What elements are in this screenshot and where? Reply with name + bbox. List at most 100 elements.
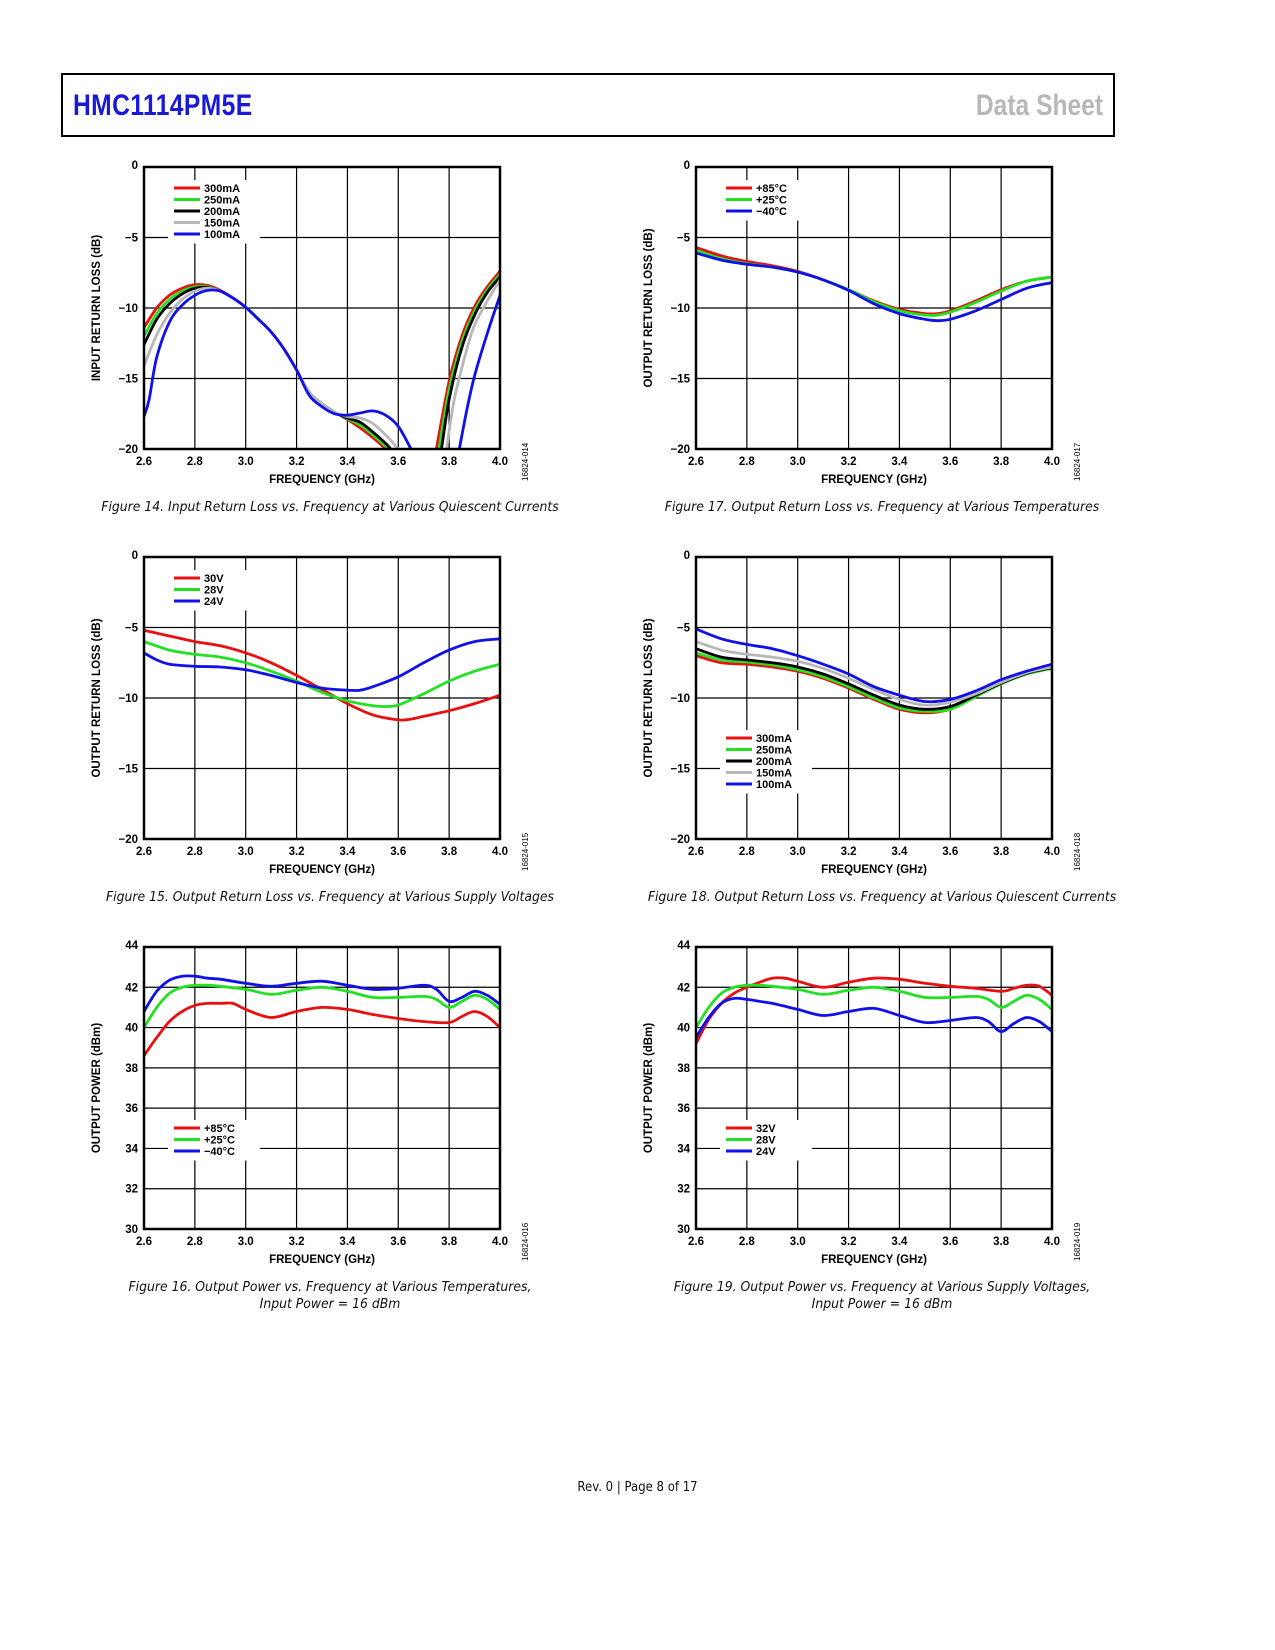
legend-label: 150mA [204, 218, 240, 230]
x-axis-label: FREQUENCY (GHz) [269, 1254, 375, 1266]
y-tick-label: −10 [118, 303, 138, 315]
y-axis-label: OUTPUT RETURN LOSS (dB) [643, 618, 655, 777]
y-tick-label: 30 [677, 1224, 690, 1236]
x-tick-label: 4.0 [492, 846, 508, 858]
series-line-150mA [696, 640, 1052, 707]
y-tick-label: 32 [125, 1184, 138, 1196]
series-line-100mA [696, 627, 1052, 704]
x-tick-label: 3.6 [942, 1236, 958, 1248]
series-line-40C [144, 974, 500, 1013]
figure-caption: Figure 16. Output Power vs. Frequency at… [128, 1279, 532, 1295]
legend-label: 250mA [756, 745, 792, 757]
x-tick-label: 2.6 [136, 846, 152, 858]
series-line-250mA [144, 284, 391, 449]
page-header: HMC1114PM5E Data Sheet [61, 73, 1115, 137]
figure-code: 16824-018 [1073, 832, 1082, 871]
x-tick-label: 2.6 [136, 1236, 152, 1248]
figure-17: +85°C +25°C −40°C 2.6 2.8 3.0 3.2 3.4 3.6 3.8 4.0 0… [612, 155, 1152, 525]
legend-label: 300mA [756, 733, 792, 745]
x-tick-label: 2.8 [739, 1236, 756, 1248]
legend-label: 300mA [204, 183, 240, 195]
series-line-300mA [435, 269, 500, 449]
legend-label: 200mA [756, 756, 792, 768]
x-tick-label: 2.8 [739, 456, 756, 468]
y-tick-label: 34 [125, 1143, 138, 1155]
x-tick-label: 3.0 [238, 456, 254, 468]
figure-caption: Input Power = 16 dBm [811, 1296, 953, 1312]
x-tick-label: 2.6 [688, 456, 704, 468]
page-footer: Rev. 0 | Page 8 of 17 [577, 1480, 698, 1495]
plot-frame [142, 555, 502, 841]
plot-frame [694, 165, 1054, 451]
figure-14: 300mA 250mA 200mA 150mA 100mA 2.6 2.8 3.0 3.2 3.4… [60, 155, 600, 525]
figure-code: 16824-019 [1073, 1222, 1082, 1261]
document-type: Data Sheet [975, 89, 1103, 122]
figure-code: 16824-017 [1073, 442, 1082, 481]
x-tick-label: 2.8 [187, 846, 204, 858]
legend-label: 100mA [756, 779, 792, 791]
legend-label: −40°C [756, 206, 787, 218]
y-tick-label: −15 [118, 764, 138, 776]
x-tick-label: 3.8 [441, 1236, 458, 1248]
figure-caption: Figure 15. Output Return Loss vs. Freque… [106, 889, 554, 905]
legend-label: 250mA [204, 195, 240, 207]
y-tick-label: −20 [670, 444, 690, 456]
y-axis-label: INPUT RETURN LOSS (dB) [91, 235, 103, 381]
series-line-150mA [445, 278, 500, 449]
figure-15: 30V 28V 24V 2.6 2.8 3.0 3.2 3.4 3.6 3.8 4.0 0 −5 −10 −… [60, 545, 600, 915]
x-axis-label: FREQUENCY (GHz) [269, 474, 375, 486]
x-tick-label: 3.0 [790, 456, 806, 468]
y-tick-label: −20 [670, 834, 690, 846]
x-tick-label: 3.0 [238, 1236, 254, 1248]
y-tick-label: −15 [670, 374, 690, 386]
series-line-24V [144, 637, 500, 692]
figure-code: 16824-015 [521, 832, 530, 871]
series-line-+25C [696, 248, 1052, 317]
y-tick-label: −15 [118, 374, 138, 386]
legend-label: +85°C [204, 1123, 235, 1135]
y-tick-label: 36 [677, 1103, 690, 1115]
x-tick-label: 2.6 [688, 1236, 704, 1248]
legend-label: 24V [204, 596, 224, 608]
x-tick-label: 2.6 [136, 456, 152, 468]
legend-label: 28V [204, 585, 224, 597]
y-axis-label: OUTPUT POWER (dBm) [643, 1023, 655, 1153]
x-tick-label: 2.6 [688, 846, 704, 858]
legend-label: 100mA [204, 229, 240, 241]
x-tick-label: 3.6 [942, 456, 958, 468]
y-tick-label: −10 [118, 693, 138, 705]
legend-label: 150mA [756, 768, 792, 780]
series-line-+85C [144, 1001, 500, 1058]
x-tick-label: 3.8 [441, 456, 458, 468]
plot-frame [142, 165, 502, 451]
x-tick-label: 3.6 [390, 1236, 406, 1248]
y-tick-label: 38 [125, 1063, 138, 1075]
y-tick-label: −15 [670, 764, 690, 776]
y-tick-label: −10 [670, 693, 690, 705]
y-tick-label: 44 [125, 940, 138, 952]
x-tick-label: 3.6 [942, 846, 958, 858]
legend-label: 28V [756, 1135, 776, 1147]
x-tick-label: 3.6 [390, 456, 406, 468]
x-axis-label: FREQUENCY (GHz) [269, 864, 375, 876]
x-tick-label: 3.0 [238, 846, 254, 858]
y-tick-label: 40 [677, 1023, 690, 1035]
series-line-24V [696, 996, 1052, 1039]
y-tick-label: −20 [118, 444, 138, 456]
x-tick-label: 4.0 [492, 456, 508, 468]
x-tick-label: 3.4 [891, 846, 908, 858]
y-tick-label: −5 [125, 623, 139, 635]
y-tick-label: −5 [677, 233, 691, 245]
series-line-+25C [144, 983, 500, 1029]
legend-label: +85°C [756, 183, 787, 195]
x-tick-label: 3.6 [390, 846, 406, 858]
y-axis-label: OUTPUT RETURN LOSS (dB) [91, 618, 103, 777]
x-axis-label: FREQUENCY (GHz) [821, 864, 927, 876]
x-tick-label: 3.4 [339, 846, 356, 858]
x-tick-label: 3.2 [289, 456, 305, 468]
figure-code: 16824-014 [521, 442, 530, 481]
y-tick-label: 0 [132, 550, 138, 562]
x-tick-label: 3.4 [339, 456, 356, 468]
